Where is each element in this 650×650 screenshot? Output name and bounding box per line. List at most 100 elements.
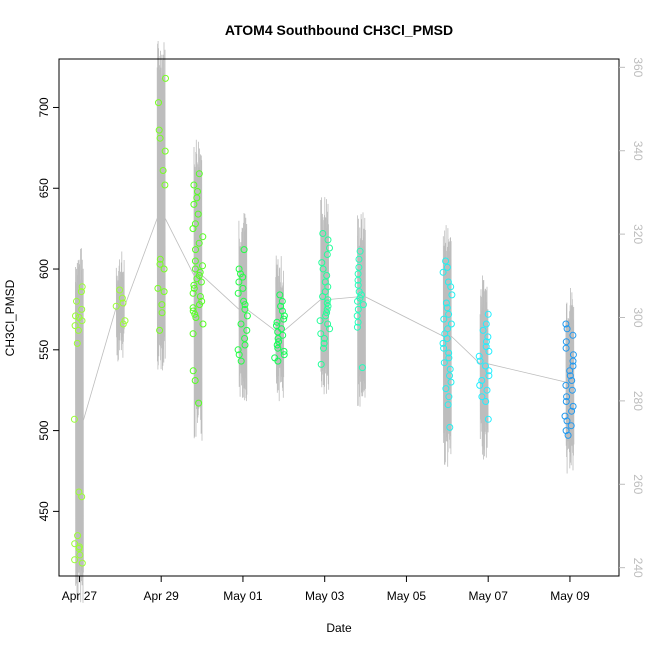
data-point [240, 246, 248, 254]
data-point [193, 194, 201, 202]
x-tick-label: May 09 [550, 589, 590, 603]
x-tick-label: May 03 [305, 589, 345, 603]
data-point [199, 320, 207, 328]
data-point [161, 181, 169, 189]
data-point [562, 338, 570, 346]
line-series-spike [320, 197, 330, 395]
data-point [324, 296, 332, 304]
y-axis-left: 450 500 550 600 650 700 [37, 97, 59, 521]
x-axis-label: Date [326, 621, 352, 635]
data-point [278, 297, 286, 305]
data-point [112, 302, 120, 310]
data-point [316, 317, 324, 325]
data-point [160, 288, 168, 296]
data-point [70, 415, 78, 423]
data-point [78, 283, 86, 291]
data-point [191, 257, 199, 265]
data-point [71, 322, 79, 330]
data-point [277, 302, 285, 310]
y-tick-label: 700 [37, 97, 51, 117]
data-point [482, 338, 490, 346]
y-tick-label: 500 [37, 420, 51, 440]
data-point [74, 326, 82, 334]
data-point [484, 415, 492, 423]
data-point [190, 281, 198, 289]
data-point [353, 323, 361, 331]
data-point [240, 297, 248, 305]
data-point [322, 312, 330, 320]
line-series-segment [164, 218, 195, 276]
data-point [241, 301, 249, 309]
data-point [234, 289, 242, 297]
data-point [354, 276, 362, 284]
line-series-spike [193, 139, 203, 441]
data-point [357, 291, 365, 299]
data-point [568, 377, 576, 384]
data-point [276, 291, 284, 299]
data-point [442, 385, 450, 393]
data-point [324, 302, 332, 310]
y-tick-label: 600 [37, 259, 51, 279]
data-point [275, 338, 283, 346]
y2-tick-label: 340 [631, 141, 645, 161]
data-point [118, 294, 126, 302]
data-point [280, 312, 288, 320]
data-point [482, 362, 489, 370]
x-tick-label: May 07 [469, 589, 509, 603]
data-point [189, 304, 197, 312]
data-point [191, 377, 199, 384]
data-point [444, 401, 452, 409]
data-point [274, 335, 282, 342]
y-tick-label: 650 [37, 178, 51, 198]
data-point [155, 99, 162, 107]
data-point [354, 305, 362, 313]
data-point [192, 246, 199, 254]
y-tick-label: 550 [37, 339, 51, 359]
data-point [445, 393, 453, 401]
data-point [478, 393, 486, 401]
line-series-spike [275, 255, 285, 402]
data-point [446, 423, 454, 431]
data-point [319, 265, 327, 273]
data-point [78, 493, 86, 501]
data-point [319, 230, 327, 237]
data-point [155, 126, 163, 134]
data-point [569, 357, 577, 365]
data-point [562, 398, 570, 405]
data-point [234, 346, 242, 354]
data-point [569, 362, 577, 370]
chart-title: ATOM4 Southbound CH3Cl_PMSD [225, 22, 453, 38]
data-point [443, 335, 451, 342]
data-point [323, 272, 331, 279]
data-point [562, 344, 570, 352]
data-point [440, 359, 448, 367]
line-series-segment [83, 306, 117, 421]
y2-tick-label: 300 [631, 307, 645, 327]
line-series-segment [451, 335, 481, 365]
data-point [326, 244, 333, 252]
data-point [158, 301, 166, 309]
line-series-segment [283, 299, 321, 332]
data-point [319, 293, 327, 300]
data-point [199, 233, 207, 241]
data-point [273, 318, 281, 326]
line-series-segment [123, 218, 158, 308]
data-point [563, 417, 571, 425]
data-point [446, 372, 453, 380]
data-point [485, 372, 493, 380]
data-point [73, 297, 80, 305]
data-point [195, 170, 203, 178]
data-point [243, 326, 251, 334]
data-point [442, 299, 450, 307]
data-point [323, 305, 331, 313]
data-point [77, 288, 85, 296]
data-point [358, 364, 366, 372]
data-point [76, 551, 84, 559]
data-point [320, 335, 328, 342]
data-point [280, 351, 288, 359]
data-point [354, 281, 362, 289]
data-point [196, 268, 204, 276]
data-point [156, 255, 164, 263]
data-point [197, 278, 205, 286]
